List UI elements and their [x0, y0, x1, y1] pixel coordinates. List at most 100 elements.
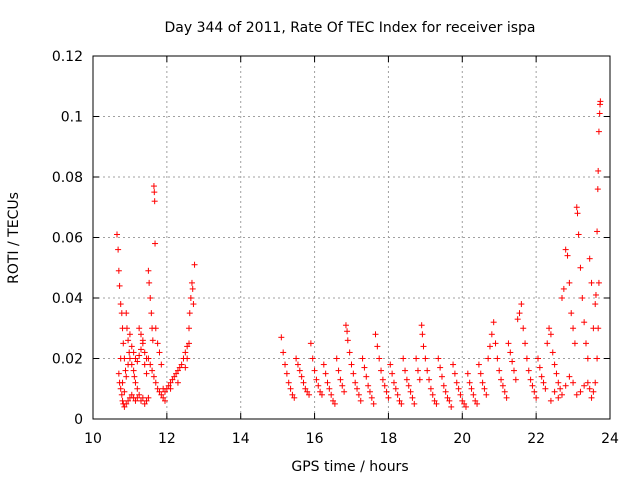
data-point — [483, 391, 490, 398]
data-point — [455, 385, 462, 392]
data-point — [114, 231, 121, 238]
data-point — [479, 379, 486, 386]
data-point — [160, 394, 167, 401]
data-point — [152, 325, 159, 332]
data-point — [461, 400, 468, 407]
data-point — [516, 310, 523, 317]
y-tick-label: 0.02 — [52, 352, 83, 368]
data-point — [156, 349, 163, 356]
data-point — [381, 382, 388, 389]
data-point — [466, 379, 473, 386]
data-point — [558, 391, 565, 398]
data-point — [154, 385, 161, 392]
data-point — [346, 349, 353, 356]
data-point — [581, 319, 588, 326]
data-point — [547, 397, 554, 404]
data-point — [486, 343, 493, 350]
data-point — [442, 388, 449, 395]
data-point — [122, 367, 129, 374]
data-point — [595, 279, 602, 286]
data-point — [574, 210, 581, 217]
data-point — [138, 331, 145, 338]
data-point — [184, 343, 191, 350]
data-point — [300, 379, 307, 386]
data-point — [389, 370, 396, 377]
data-point — [348, 361, 355, 368]
data-point — [138, 397, 145, 404]
y-tick-label: 0.06 — [52, 231, 83, 247]
data-point — [400, 355, 407, 362]
data-point — [123, 373, 130, 380]
data-point — [278, 334, 285, 341]
data-point — [128, 391, 135, 398]
data-point — [438, 373, 445, 380]
data-point — [134, 358, 141, 365]
data-point — [176, 364, 183, 371]
data-point — [125, 397, 132, 404]
data-point — [570, 379, 577, 386]
data-point — [282, 361, 289, 368]
x-tick-label: 16 — [306, 431, 324, 447]
data-point — [165, 382, 172, 389]
data-point — [501, 388, 508, 395]
data-point — [462, 403, 469, 410]
data-point — [169, 376, 176, 383]
data-point — [396, 397, 403, 404]
data-point — [566, 373, 573, 380]
data-point — [414, 367, 421, 374]
data-point — [525, 367, 532, 374]
data-point — [309, 355, 316, 362]
data-point — [117, 355, 124, 362]
data-point — [451, 370, 458, 377]
data-point — [503, 394, 510, 401]
data-point — [318, 391, 325, 398]
data-point — [416, 376, 423, 383]
data-point — [117, 385, 124, 392]
data-point — [573, 204, 580, 211]
data-point — [597, 98, 604, 105]
data-point — [459, 397, 466, 404]
data-point — [306, 391, 313, 398]
data-point — [123, 400, 130, 407]
data-point — [355, 391, 362, 398]
data-point — [485, 355, 492, 362]
data-point — [186, 325, 193, 332]
x-tick-label: 20 — [453, 431, 471, 447]
data-point — [420, 343, 427, 350]
data-point — [125, 361, 132, 368]
data-point — [407, 388, 414, 395]
data-point — [304, 388, 311, 395]
data-point — [419, 331, 426, 338]
data-point — [143, 397, 150, 404]
data-point — [341, 388, 348, 395]
data-point — [582, 340, 589, 347]
data-point — [435, 355, 442, 362]
y-tick-label: 0.1 — [61, 110, 83, 126]
data-point — [392, 385, 399, 392]
data-point — [361, 364, 368, 371]
data-point — [313, 376, 320, 383]
x-axis-label: GPS time / hours — [291, 459, 408, 475]
data-point — [335, 367, 342, 374]
data-point — [182, 364, 189, 371]
y-tick-label: 0 — [74, 412, 83, 428]
y-axis-label: ROTI / TECUs — [6, 192, 22, 284]
data-point — [141, 361, 148, 368]
data-point — [390, 379, 397, 386]
data-point — [477, 370, 484, 377]
data-point — [123, 325, 130, 332]
data-point — [315, 382, 322, 389]
data-point — [518, 301, 525, 308]
data-point — [132, 397, 139, 404]
data-point — [333, 355, 340, 362]
data-point — [182, 349, 189, 356]
data-point — [125, 337, 132, 344]
data-point — [365, 382, 372, 389]
data-point — [566, 279, 573, 286]
data-point — [366, 388, 373, 395]
data-point — [139, 394, 146, 401]
data-point — [322, 370, 329, 377]
data-point — [383, 388, 390, 395]
data-point — [538, 373, 545, 380]
data-point — [357, 397, 364, 404]
